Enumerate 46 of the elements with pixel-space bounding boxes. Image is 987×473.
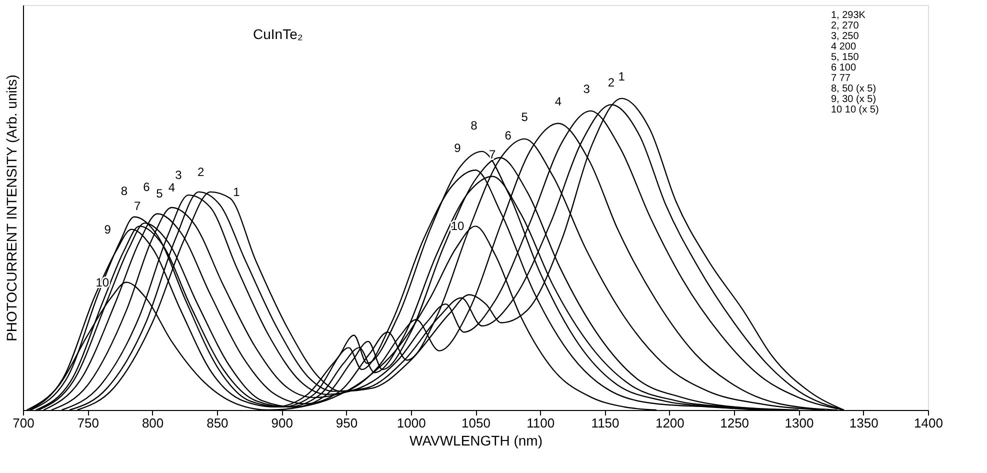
annotation: 8: [470, 118, 478, 132]
text: CuInTe₂: [253, 26, 303, 42]
x-tick-label: 900: [271, 416, 293, 430]
x-tick-label: 1000: [396, 416, 426, 430]
text: 5, 150: [831, 52, 860, 63]
annotation: 1: [233, 184, 240, 199]
annotation: 5: [156, 186, 164, 201]
x-tick-label: 1100: [526, 416, 555, 430]
text: 8, 50 (x 5): [831, 84, 876, 94]
x-tick-label: 1250: [720, 416, 750, 430]
x-tick-label: 1400: [914, 416, 943, 430]
annotation: 7: [134, 199, 142, 214]
annotation: 1: [618, 69, 626, 84]
y-axis-title: PHOTOCURRENT INTENSITY (Arb. units): [4, 74, 20, 342]
annotation: 3: [175, 168, 182, 182]
annotation: 7: [488, 147, 496, 162]
text: 6 100: [831, 62, 856, 74]
annotation: 5: [521, 110, 528, 124]
annotation: 10 10 (x 5): [831, 104, 879, 116]
annotation: 9: [104, 222, 112, 236]
x-tick-label: 750: [77, 416, 99, 430]
annotation: 4: [554, 94, 562, 108]
annotation: 9, 30 (x 5): [831, 94, 876, 105]
x-tick-label: 1350: [849, 416, 878, 430]
annotation: 2: [197, 164, 204, 179]
x-tick-label: 950: [336, 416, 358, 430]
annotation: 9: [454, 141, 462, 156]
annotation: 6: [504, 128, 512, 143]
annotation: 6: [143, 180, 150, 194]
text: 4 200: [831, 42, 856, 52]
x-tick-label: 1050: [462, 416, 490, 430]
x-tick-label: 1150: [591, 416, 620, 430]
annotation: 3: [583, 82, 590, 96]
x-tick-label: 700: [12, 416, 34, 430]
x-tick-label: 850: [206, 416, 228, 430]
text: 7 77: [831, 73, 851, 84]
x-tick-label: 1300: [784, 416, 814, 430]
text: 3, 250: [831, 31, 860, 42]
text: 1, 293K: [831, 10, 866, 21]
annotation: 2: [608, 76, 615, 90]
x-tick-label: 1200: [655, 416, 684, 430]
annotation: 4: [168, 180, 176, 194]
x-tick-label: 800: [142, 416, 164, 430]
annotation: 8: [120, 184, 128, 198]
x-axis-title: WAVWLENGTH (nm): [410, 432, 542, 448]
text: 2, 270: [831, 20, 860, 32]
